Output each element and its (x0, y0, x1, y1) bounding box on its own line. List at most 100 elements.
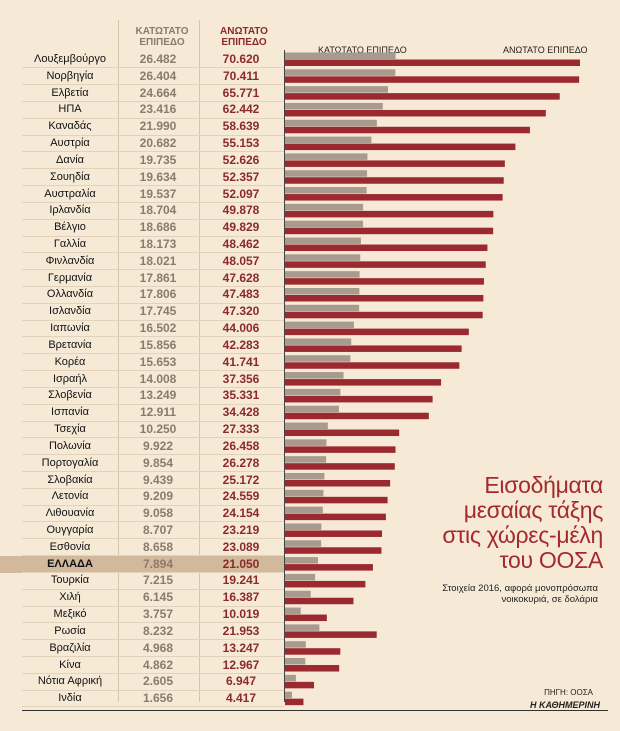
high-level-bar (285, 463, 395, 470)
country-name: Ελβετία (51, 86, 89, 99)
low-level-bar (285, 203, 364, 211)
low-level-value: 9.058 (142, 506, 174, 521)
low-level-bar (285, 540, 322, 547)
country-name: Σουηδία (50, 170, 90, 183)
footer-divider (22, 710, 608, 711)
country-name: Νορβηγία (46, 69, 94, 82)
low-level-value: 14.008 (139, 371, 177, 386)
low-level-value: 18.173 (139, 237, 177, 252)
high-level-value: 49.878 (222, 203, 260, 218)
row-divider (22, 302, 284, 304)
country-name: Σλοβενία (48, 389, 92, 402)
row-divider (22, 201, 284, 203)
table-row: ΕΛΛΑΔΑ 7.894 21.050 (0, 555, 284, 573)
high-level-bar (285, 698, 304, 706)
high-level-value: 27.333 (222, 422, 260, 437)
high-level-value: 65.771 (222, 85, 260, 100)
high-level-value: 41.741 (222, 354, 260, 369)
table-row: Ισλανδία 17.745 47.320 (0, 303, 284, 320)
low-level-value: 10.250 (139, 422, 177, 437)
row-divider (22, 269, 284, 271)
low-level-bar (285, 674, 296, 682)
row-divider (22, 218, 284, 220)
low-level-bar (285, 388, 341, 396)
high-level-bar (285, 446, 396, 453)
low-level-bar (285, 456, 327, 463)
high-level-bar (285, 362, 460, 369)
low-level-bar (285, 658, 306, 665)
low-level-bar (285, 321, 354, 329)
table-row: Αυστρία 20.682 55.153 (0, 135, 284, 152)
country-name: Λουξεμβούργο (34, 53, 106, 65)
low-level-value: 3.757 (142, 607, 174, 622)
table-row: Σλοβακία 9.439 25.172 (0, 472, 284, 489)
high-level-value: 70.411 (222, 68, 260, 83)
high-level-value: 62.442 (222, 102, 260, 117)
low-level-bar (285, 119, 377, 127)
table-row: Εσθονία 8.658 23.089 (0, 539, 284, 556)
low-level-bar (285, 573, 316, 581)
low-level-bar (285, 506, 323, 514)
low-level-bar (285, 136, 372, 144)
table-row: Βραζιλία 4.968 13.247 (0, 640, 284, 657)
high-level-value: 70.620 (222, 52, 260, 66)
chart-axis-line (284, 50, 285, 702)
high-level-value: 47.628 (222, 270, 260, 285)
table-row: Σλοβενία 13.249 35.331 (0, 387, 284, 404)
row-divider (22, 689, 284, 691)
row-divider (22, 504, 284, 506)
high-level-value: 47.320 (222, 304, 260, 319)
row-divider (22, 235, 284, 237)
row-divider (22, 134, 284, 136)
table-row: Πορτογαλία 9.854 26.278 (0, 455, 284, 472)
low-level-bar (285, 355, 351, 362)
low-level-value: 18.021 (139, 253, 177, 268)
low-level-bar (285, 372, 344, 379)
country-name: Χιλή (59, 591, 81, 604)
low-level-bar (285, 641, 306, 648)
high-level-value: 34.428 (222, 405, 260, 420)
low-level-value: 18.704 (139, 203, 177, 218)
country-name: ΗΠΑ (58, 103, 82, 116)
country-name: ΕΛΛΑΔΑ (47, 557, 93, 570)
high-level-bar (285, 429, 400, 437)
table-row: Φινλανδία 18.021 48.057 (0, 253, 284, 270)
low-level-value: 23.416 (139, 102, 177, 117)
high-level-bar (285, 395, 433, 403)
table-row: Ισραήλ 14.008 37.356 (0, 371, 284, 388)
low-level-bar (285, 220, 364, 228)
high-level-bar (285, 278, 484, 285)
table-row: ΗΠΑ 23.416 62.442 (0, 101, 284, 118)
high-level-bar (285, 513, 386, 521)
country-name: Ουγγαρία (46, 523, 94, 536)
row-divider (22, 84, 284, 86)
low-level-bar (285, 271, 360, 278)
country-name: Φινλανδία (45, 254, 95, 267)
country-name: Λετονία (51, 490, 89, 503)
high-level-value: 52.626 (222, 152, 260, 167)
table-row: Δανία 19.735 52.626 (0, 152, 284, 169)
low-level-bar (285, 86, 389, 93)
country-name: Νότια Αφρική (37, 675, 103, 688)
high-level-value: 35.331 (222, 388, 260, 403)
table-row: Λουξεμβούργο 26.482 70.620 (0, 51, 284, 68)
high-level-value: 23.089 (222, 539, 260, 554)
country-name: Πολωνία (48, 439, 92, 452)
row-divider (22, 571, 284, 573)
high-level-bar (285, 76, 580, 83)
high-level-value: 6.947 (225, 674, 257, 689)
table-row: Πολωνία 9.922 26.458 (0, 438, 284, 455)
country-name: Ισραήλ (52, 372, 88, 385)
high-level-bar (285, 480, 391, 487)
high-level-value: 10.019 (222, 607, 260, 622)
low-level-value: 17.806 (139, 287, 177, 302)
high-level-value: 13.247 (222, 640, 260, 655)
high-level-bar (285, 160, 505, 167)
country-name: Μεξικό (53, 608, 87, 621)
country-name: Ρωσία (54, 624, 86, 637)
low-level-value: 26.404 (139, 68, 177, 83)
low-level-value: 7.215 (142, 573, 174, 588)
country-name: Τουρκία (50, 574, 90, 587)
low-level-bar (285, 624, 320, 631)
high-level-bar (285, 564, 373, 571)
